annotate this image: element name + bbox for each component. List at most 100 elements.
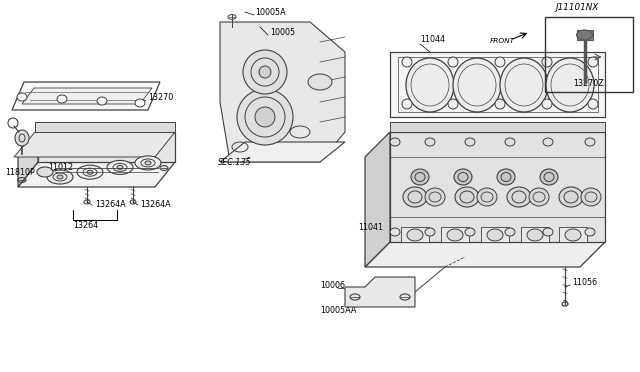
Polygon shape — [12, 82, 160, 110]
Text: SEC.135: SEC.135 — [218, 158, 252, 167]
Ellipse shape — [448, 57, 458, 67]
Polygon shape — [390, 132, 605, 242]
Ellipse shape — [585, 138, 595, 146]
Text: 13270Z: 13270Z — [573, 79, 604, 88]
Ellipse shape — [546, 58, 594, 112]
Ellipse shape — [57, 175, 63, 179]
Polygon shape — [345, 277, 415, 307]
Ellipse shape — [406, 58, 454, 112]
Ellipse shape — [455, 187, 479, 207]
Ellipse shape — [135, 156, 161, 170]
Text: 10005: 10005 — [270, 28, 295, 37]
Text: 11012: 11012 — [48, 163, 73, 172]
Ellipse shape — [97, 97, 107, 105]
Ellipse shape — [117, 166, 123, 169]
Ellipse shape — [505, 228, 515, 236]
Bar — [559, 227, 587, 242]
Ellipse shape — [453, 58, 501, 112]
Ellipse shape — [448, 99, 458, 109]
Ellipse shape — [425, 138, 435, 146]
Polygon shape — [220, 142, 345, 162]
Ellipse shape — [407, 229, 423, 241]
Text: 10006: 10006 — [320, 281, 345, 290]
Ellipse shape — [454, 169, 472, 185]
Ellipse shape — [145, 161, 151, 165]
Polygon shape — [18, 162, 175, 187]
Polygon shape — [220, 22, 345, 162]
Ellipse shape — [495, 99, 505, 109]
Text: 13270: 13270 — [148, 93, 173, 102]
Ellipse shape — [87, 170, 93, 174]
Ellipse shape — [465, 138, 475, 146]
Text: 13264A: 13264A — [95, 200, 125, 209]
Text: J11101NX: J11101NX — [555, 3, 598, 12]
Ellipse shape — [465, 228, 475, 236]
Ellipse shape — [290, 126, 310, 138]
Polygon shape — [22, 88, 152, 104]
Ellipse shape — [447, 229, 463, 241]
Ellipse shape — [403, 187, 427, 207]
Ellipse shape — [425, 188, 445, 206]
Polygon shape — [14, 132, 175, 157]
Ellipse shape — [529, 188, 549, 206]
Ellipse shape — [577, 30, 593, 40]
Text: 10005A: 10005A — [255, 8, 285, 17]
Polygon shape — [35, 122, 175, 132]
Ellipse shape — [527, 229, 543, 241]
Ellipse shape — [402, 99, 412, 109]
Bar — [481, 227, 509, 242]
Ellipse shape — [505, 138, 515, 146]
Ellipse shape — [565, 229, 581, 241]
Ellipse shape — [47, 170, 73, 184]
Text: 11810P: 11810P — [5, 168, 35, 177]
Text: 11056: 11056 — [572, 278, 597, 287]
Ellipse shape — [390, 138, 400, 146]
Bar — [545, 17, 633, 92]
Ellipse shape — [402, 57, 412, 67]
Ellipse shape — [487, 229, 503, 241]
Ellipse shape — [542, 99, 552, 109]
Ellipse shape — [540, 169, 558, 185]
Ellipse shape — [37, 167, 53, 177]
Bar — [441, 227, 469, 242]
Ellipse shape — [390, 228, 400, 236]
Text: 11041: 11041 — [358, 223, 383, 232]
Polygon shape — [18, 132, 38, 187]
Polygon shape — [365, 132, 390, 267]
Ellipse shape — [17, 93, 27, 101]
Ellipse shape — [57, 95, 67, 103]
Polygon shape — [390, 122, 605, 132]
Ellipse shape — [135, 99, 145, 107]
Ellipse shape — [588, 57, 598, 67]
Ellipse shape — [588, 99, 598, 109]
Ellipse shape — [542, 57, 552, 67]
Ellipse shape — [507, 187, 531, 207]
Ellipse shape — [581, 188, 601, 206]
Text: 10005AA: 10005AA — [320, 306, 356, 315]
Bar — [577, 30, 593, 40]
Text: 11044: 11044 — [420, 35, 445, 44]
Ellipse shape — [77, 165, 103, 179]
Ellipse shape — [477, 188, 497, 206]
Ellipse shape — [585, 228, 595, 236]
Bar — [521, 227, 549, 242]
Ellipse shape — [308, 74, 332, 90]
Ellipse shape — [495, 57, 505, 67]
Polygon shape — [398, 57, 598, 112]
Ellipse shape — [255, 107, 275, 127]
Text: FRONT: FRONT — [490, 38, 515, 44]
Ellipse shape — [559, 187, 583, 207]
Ellipse shape — [497, 169, 515, 185]
Text: 13264: 13264 — [73, 221, 98, 230]
Text: 13264A: 13264A — [140, 200, 171, 209]
Ellipse shape — [237, 89, 293, 145]
Ellipse shape — [543, 228, 553, 236]
Bar — [401, 227, 429, 242]
Ellipse shape — [107, 160, 133, 174]
Polygon shape — [390, 52, 605, 117]
Polygon shape — [38, 132, 175, 162]
Ellipse shape — [425, 228, 435, 236]
Ellipse shape — [259, 66, 271, 78]
Ellipse shape — [411, 169, 429, 185]
Ellipse shape — [500, 58, 548, 112]
